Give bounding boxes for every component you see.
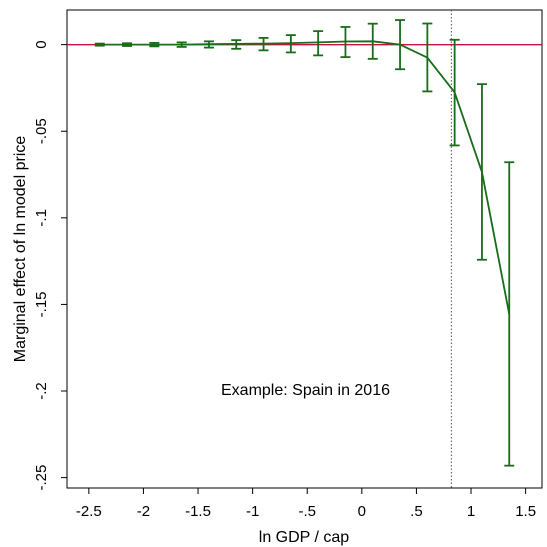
x-tick-label: 1: [467, 503, 475, 520]
x-axis-label: ln GDP / cap: [259, 529, 350, 546]
y-tick-label: -.1: [33, 209, 50, 227]
series-line: [99, 40, 511, 315]
y-tick-label: -.2: [33, 382, 50, 400]
annotation: Example: Spain in 2016: [221, 382, 390, 399]
x-axis: -2.5 -2 -1.5 -1 -.5 0 .5 1 1.5: [76, 488, 536, 520]
x-tick-label: .5: [410, 503, 423, 520]
x-tick-label: 0: [358, 503, 366, 520]
x-tick-label: -2.5: [76, 503, 102, 520]
y-tick-label: -.05: [33, 118, 50, 144]
x-tick-label: 1.5: [515, 503, 536, 520]
y-tick-label: -.15: [33, 291, 50, 317]
x-tick-label: -1.5: [185, 503, 211, 520]
x-tick-label: -1: [246, 503, 259, 520]
y-axis: 0 -.05 -.1 -.15 -.2 -.25: [33, 40, 67, 491]
error-bar: [94, 42, 105, 47]
plot-frame: [66, 9, 543, 489]
x-tick-label: -.5: [298, 503, 316, 520]
y-tick-label: -.25: [33, 465, 50, 491]
error-bar: [504, 161, 515, 467]
x-tick-label: -2: [137, 503, 150, 520]
y-axis-label: Marginal effect of ln model price: [12, 136, 29, 363]
y-tick-label: 0: [33, 40, 50, 48]
